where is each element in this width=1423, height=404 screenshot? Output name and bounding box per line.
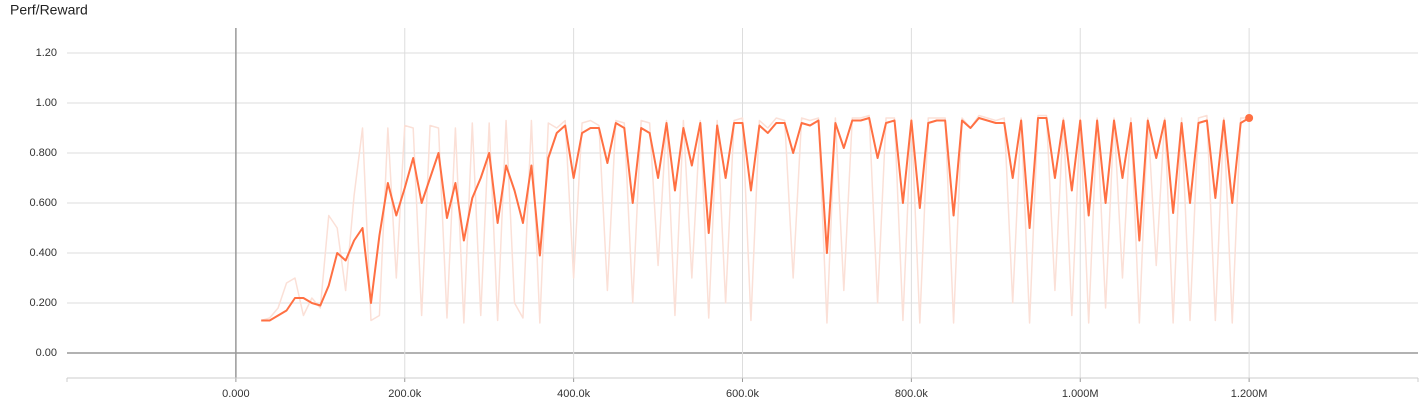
y-tick-label: 1.20 bbox=[36, 47, 57, 59]
y-tick-label: 0.400 bbox=[29, 247, 57, 259]
y-tick-label: 1.00 bbox=[36, 97, 57, 109]
x-tick-label: 1.000M bbox=[1062, 388, 1099, 400]
series-line bbox=[260, 114, 1250, 324]
x-tick-label: 400.0k bbox=[557, 388, 591, 400]
series-line bbox=[261, 117, 1250, 322]
y-tick-label: 0.600 bbox=[29, 197, 57, 209]
x-tick-label: 1.200M bbox=[1231, 388, 1268, 400]
x-tick-label: 200.0k bbox=[388, 388, 422, 400]
chart-title: Perf/Reward bbox=[10, 2, 88, 18]
x-tick-label: 600.0k bbox=[726, 388, 760, 400]
y-tick-label: 0.800 bbox=[29, 147, 57, 159]
last-point bbox=[1245, 114, 1254, 122]
x-tick-label: 800.0k bbox=[895, 388, 929, 400]
y-tick-label: 0.00 bbox=[36, 347, 57, 359]
y-tick-label: 0.200 bbox=[29, 297, 57, 309]
x-tick-label: 0.000 bbox=[222, 388, 250, 400]
